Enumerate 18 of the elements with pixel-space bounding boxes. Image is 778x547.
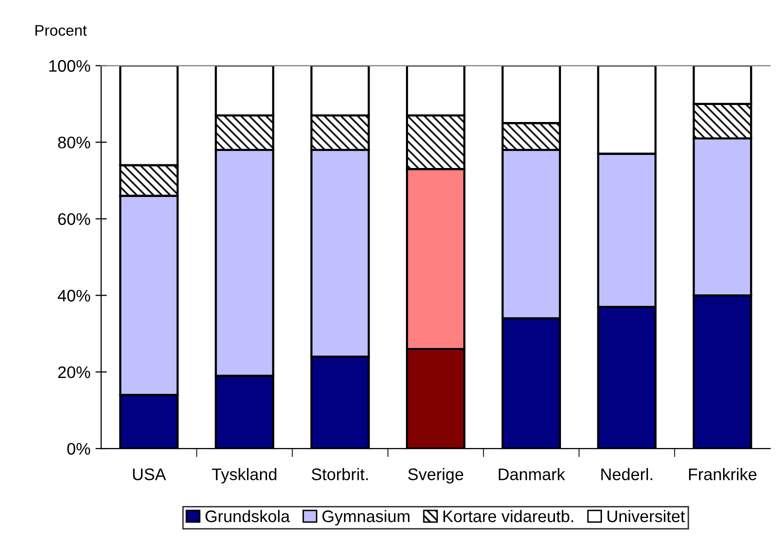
y-tick-label: 80% — [58, 136, 90, 148]
legend-label: Gymnasium — [322, 510, 410, 526]
y-axis-title: Procent — [35, 25, 87, 36]
legend-label: Universitet — [608, 510, 685, 522]
y-tick-label: 100% — [49, 60, 90, 72]
x-tick-label: Nederl. — [601, 468, 652, 480]
x-tick-label: USA — [133, 468, 166, 480]
x-tick-label: Tyskland — [212, 468, 276, 484]
x-tick-label: Frankrike — [689, 468, 756, 480]
x-tick-label: Danmark — [498, 468, 566, 480]
x-tick-label: Storbrit. — [312, 468, 368, 480]
legend-label: Grundskola — [206, 510, 290, 522]
y-tick-label: 40% — [58, 290, 90, 302]
x-tick-label: Sverige — [408, 468, 464, 484]
y-tick-label: 0% — [67, 442, 90, 455]
legend-label: Kortare vidareutb. — [444, 510, 574, 522]
y-tick-label: 20% — [58, 366, 90, 378]
y-tick-label: 60% — [58, 213, 90, 226]
